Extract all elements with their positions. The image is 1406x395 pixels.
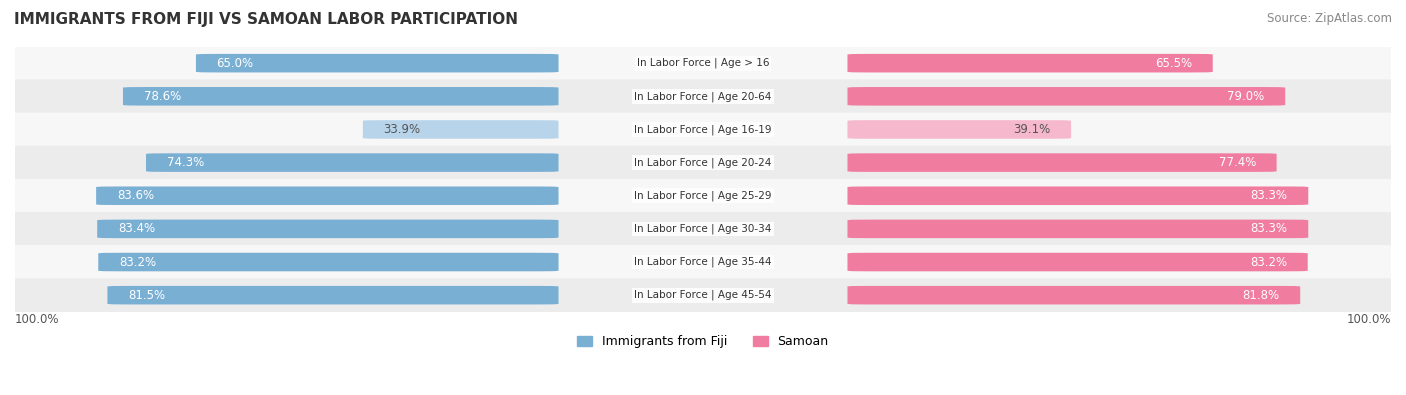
FancyBboxPatch shape	[848, 286, 1301, 305]
FancyBboxPatch shape	[848, 54, 1213, 72]
FancyBboxPatch shape	[363, 120, 558, 139]
Text: 65.5%: 65.5%	[1154, 56, 1192, 70]
Text: In Labor Force | Age 16-19: In Labor Force | Age 16-19	[634, 124, 772, 135]
Text: 74.3%: 74.3%	[167, 156, 204, 169]
Text: 65.0%: 65.0%	[217, 56, 253, 70]
Text: 33.9%: 33.9%	[384, 123, 420, 136]
FancyBboxPatch shape	[848, 186, 1308, 205]
FancyBboxPatch shape	[1, 212, 1405, 246]
Text: 81.8%: 81.8%	[1243, 289, 1279, 302]
Text: 39.1%: 39.1%	[1014, 123, 1050, 136]
Text: 83.3%: 83.3%	[1250, 189, 1288, 202]
FancyBboxPatch shape	[1, 79, 1405, 113]
FancyBboxPatch shape	[1, 278, 1405, 312]
Text: 83.3%: 83.3%	[1250, 222, 1288, 235]
FancyBboxPatch shape	[848, 253, 1308, 271]
FancyBboxPatch shape	[848, 153, 1277, 172]
Text: 83.4%: 83.4%	[118, 222, 155, 235]
Text: In Labor Force | Age 25-29: In Labor Force | Age 25-29	[634, 190, 772, 201]
Text: 83.6%: 83.6%	[117, 189, 153, 202]
FancyBboxPatch shape	[146, 153, 558, 172]
FancyBboxPatch shape	[848, 120, 1071, 139]
Text: In Labor Force | Age > 16: In Labor Force | Age > 16	[637, 58, 769, 68]
FancyBboxPatch shape	[1, 46, 1405, 80]
Text: In Labor Force | Age 20-24: In Labor Force | Age 20-24	[634, 157, 772, 168]
Text: 100.0%: 100.0%	[15, 313, 59, 326]
FancyBboxPatch shape	[97, 220, 558, 238]
Legend: Immigrants from Fiji, Samoan: Immigrants from Fiji, Samoan	[572, 330, 834, 353]
Text: 83.2%: 83.2%	[1250, 256, 1286, 269]
FancyBboxPatch shape	[1, 245, 1405, 279]
Text: 77.4%: 77.4%	[1219, 156, 1256, 169]
FancyBboxPatch shape	[1, 113, 1405, 147]
FancyBboxPatch shape	[1, 179, 1405, 213]
Text: IMMIGRANTS FROM FIJI VS SAMOAN LABOR PARTICIPATION: IMMIGRANTS FROM FIJI VS SAMOAN LABOR PAR…	[14, 12, 517, 27]
FancyBboxPatch shape	[1, 146, 1405, 179]
FancyBboxPatch shape	[848, 87, 1285, 105]
Text: In Labor Force | Age 35-44: In Labor Force | Age 35-44	[634, 257, 772, 267]
Text: 79.0%: 79.0%	[1227, 90, 1264, 103]
FancyBboxPatch shape	[848, 220, 1308, 238]
FancyBboxPatch shape	[195, 54, 558, 72]
FancyBboxPatch shape	[122, 87, 558, 105]
FancyBboxPatch shape	[98, 253, 558, 271]
Text: In Labor Force | Age 45-54: In Labor Force | Age 45-54	[634, 290, 772, 301]
Text: In Labor Force | Age 20-64: In Labor Force | Age 20-64	[634, 91, 772, 102]
Text: 83.2%: 83.2%	[120, 256, 156, 269]
FancyBboxPatch shape	[107, 286, 558, 305]
FancyBboxPatch shape	[96, 186, 558, 205]
Text: 81.5%: 81.5%	[128, 289, 165, 302]
Text: In Labor Force | Age 30-34: In Labor Force | Age 30-34	[634, 224, 772, 234]
Text: 100.0%: 100.0%	[1347, 313, 1391, 326]
Text: 78.6%: 78.6%	[143, 90, 181, 103]
Text: Source: ZipAtlas.com: Source: ZipAtlas.com	[1267, 12, 1392, 25]
